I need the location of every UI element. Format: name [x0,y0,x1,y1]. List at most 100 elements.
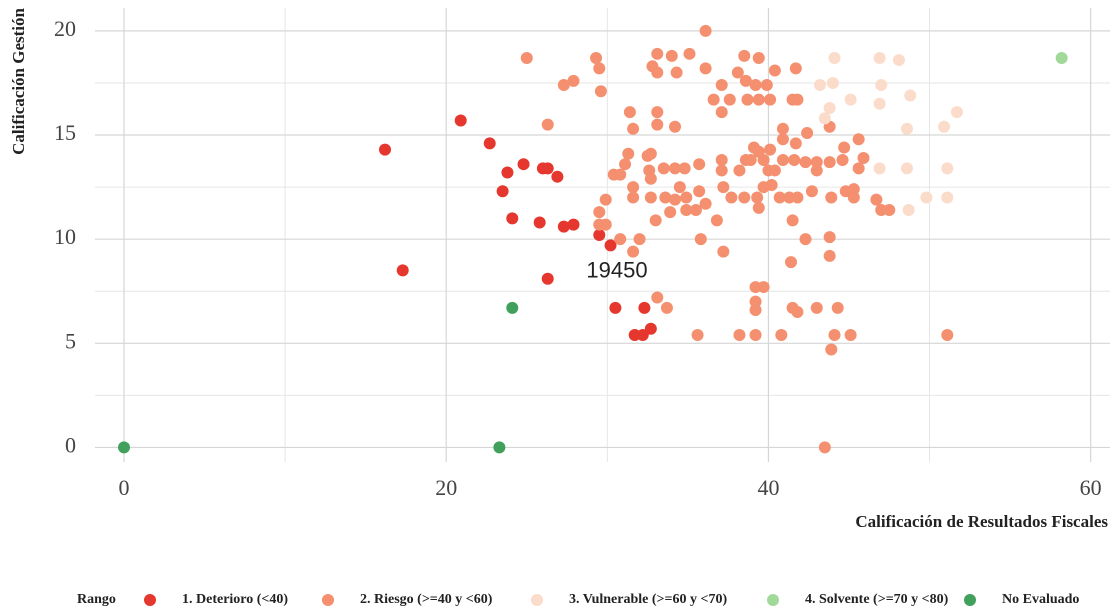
point [789,137,802,150]
point [715,164,728,177]
point [651,66,664,79]
point [669,193,681,206]
point [791,93,804,106]
point [636,328,649,341]
y-tick-label: 10 [54,224,76,249]
point [725,191,738,204]
point [776,122,789,135]
point [749,295,762,308]
point [825,343,838,356]
point [810,301,823,314]
y-axis-title: Calificación Gestión [9,7,28,154]
point [752,93,765,106]
point [773,191,786,204]
legend-label: 1. Deterioro (<40) [182,592,288,607]
point [749,328,762,341]
point [541,118,554,131]
point [651,106,664,119]
y-tick-label: 0 [65,432,76,457]
point [941,191,954,204]
point [717,245,730,258]
point [749,303,762,316]
point [920,191,933,204]
point [892,54,905,67]
point [799,156,812,169]
point [810,156,823,169]
point [593,229,606,241]
point [623,106,636,119]
point [520,51,533,64]
point [901,162,913,175]
legend-label: 4. Solvente (>=70 y <80) [805,592,949,607]
point [723,93,736,106]
point [857,151,870,164]
point [764,143,777,156]
point [644,322,657,335]
point [693,185,706,198]
annotation: 19450 [586,257,647,282]
legend-swatch [767,594,779,606]
point [873,162,886,175]
point [715,106,728,119]
point [541,272,554,285]
point [641,149,654,162]
point [883,204,896,217]
point [765,179,778,192]
point [810,164,823,177]
point [823,156,836,169]
point [396,264,409,277]
point [593,206,606,219]
point [607,168,620,181]
point [847,191,860,204]
point [825,191,838,204]
legend-swatch [531,594,543,606]
point [659,191,672,204]
point [904,89,917,102]
point [814,79,826,92]
point [651,47,664,60]
point [844,328,857,341]
point [776,133,789,146]
point [483,137,496,150]
point [493,441,506,454]
point [665,49,678,62]
point [699,197,712,210]
legend-label: 2. Riesgo (>=40 y <60) [360,592,493,607]
point [638,301,651,314]
point [752,201,765,214]
point [609,301,622,314]
y-tick-label: 5 [65,328,76,353]
point [950,106,963,119]
point [801,126,814,139]
point [557,79,570,92]
point [454,114,467,127]
point [752,51,765,64]
point [694,233,707,246]
point [633,233,646,246]
point [683,47,696,60]
point [693,158,706,171]
point [557,220,570,233]
point [644,172,657,185]
point [649,214,662,227]
point [738,49,751,62]
point [1055,51,1068,64]
point [870,193,883,206]
point [902,204,915,217]
point [379,143,391,156]
y-tick-label: 15 [54,120,76,145]
point [622,147,635,160]
point [678,162,691,175]
point [844,93,857,106]
point [669,162,681,175]
point [791,306,804,319]
point [760,79,773,92]
point [657,162,670,175]
point [873,51,886,64]
point [501,166,514,179]
point [506,212,519,225]
point [838,141,851,154]
point [567,218,580,231]
x-tick-label: 60 [1080,475,1102,500]
